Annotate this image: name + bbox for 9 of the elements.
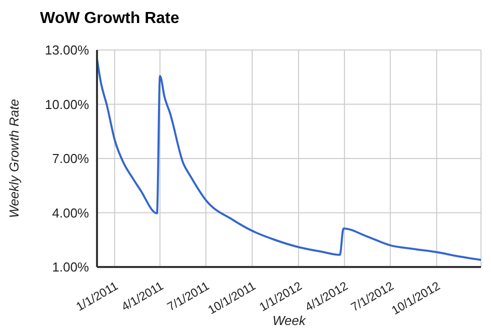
y-tick-label: 7.00% [52,151,90,166]
y-tick-label: 4.00% [52,205,90,220]
x-axis-title: Week [272,313,307,328]
chart-title: WoW Growth Rate [40,10,180,28]
y-tick-label: 1.00% [52,260,90,275]
y-axis-title: Weekly Growth Rate [6,99,22,218]
y-tick-label: 10.00% [44,96,90,112]
line-series [97,58,481,261]
y-tick-label: 13.00% [44,42,90,58]
